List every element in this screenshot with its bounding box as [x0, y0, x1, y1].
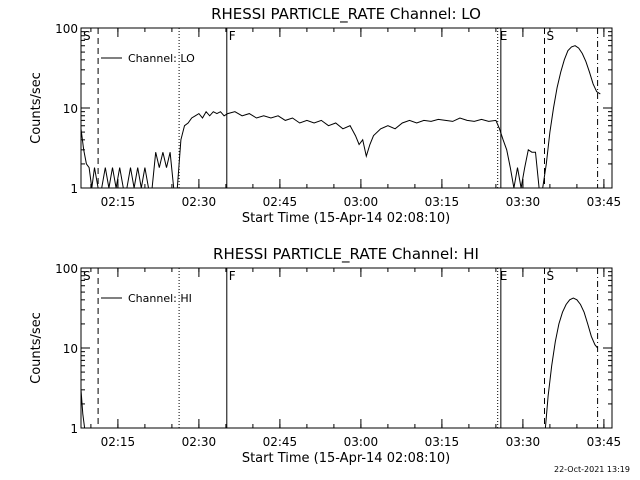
- y-tick-label: 1: [70, 182, 78, 196]
- x-tick-label: 03:15: [425, 195, 460, 209]
- y-tick-label: 10: [63, 342, 78, 356]
- x-tick-label: 03:30: [506, 435, 541, 449]
- y-tick-label: 1: [70, 422, 78, 436]
- event-marker-label: E: [500, 29, 508, 43]
- event-marker-label: S: [83, 269, 91, 283]
- x-tick-label: 03:45: [587, 435, 622, 449]
- x-tick-label: 02:45: [263, 435, 298, 449]
- event-marker-label: F: [229, 269, 236, 283]
- x-tick-label: 02:30: [182, 435, 217, 449]
- x-tick-label: 02:30: [182, 195, 217, 209]
- event-marker-label: S: [547, 269, 555, 283]
- x-tick-label: 02:15: [101, 195, 136, 209]
- x-tick-label: 03:30: [506, 195, 541, 209]
- x-tick-label: 02:45: [263, 195, 298, 209]
- x-axis-label: Start Time (15-Apr-14 02:08:10): [242, 211, 450, 226]
- y-tick-label: 100: [55, 262, 78, 276]
- x-axis-label: Start Time (15-Apr-14 02:08:10): [242, 451, 450, 466]
- y-tick-label: 100: [55, 22, 78, 36]
- event-marker-label: S: [83, 29, 91, 43]
- y-axis-label: Counts/sec: [29, 72, 44, 144]
- series-line: [80, 297, 598, 429]
- event-marker-label: E: [500, 269, 508, 283]
- x-tick-label: 03:15: [425, 435, 460, 449]
- y-axis-label: Counts/sec: [29, 312, 44, 384]
- generation-timestamp: 22-Oct-2021 13:19: [554, 465, 630, 474]
- x-tick-label: 03:00: [344, 435, 379, 449]
- chart-title: RHESSI PARTICLE_RATE Channel: HI: [213, 245, 479, 264]
- legend-label: Channel: LO: [128, 52, 195, 65]
- legend-label: Channel: HI: [128, 292, 192, 305]
- series-line: [80, 45, 601, 189]
- y-tick-label: 10: [63, 102, 78, 116]
- x-tick-label: 02:15: [101, 435, 136, 449]
- event-marker-label: F: [229, 29, 236, 43]
- x-tick-label: 03:00: [344, 195, 379, 209]
- event-marker-label: S: [547, 29, 555, 43]
- chart-title: RHESSI PARTICLE_RATE Channel: LO: [211, 5, 481, 24]
- x-tick-label: 03:45: [587, 195, 622, 209]
